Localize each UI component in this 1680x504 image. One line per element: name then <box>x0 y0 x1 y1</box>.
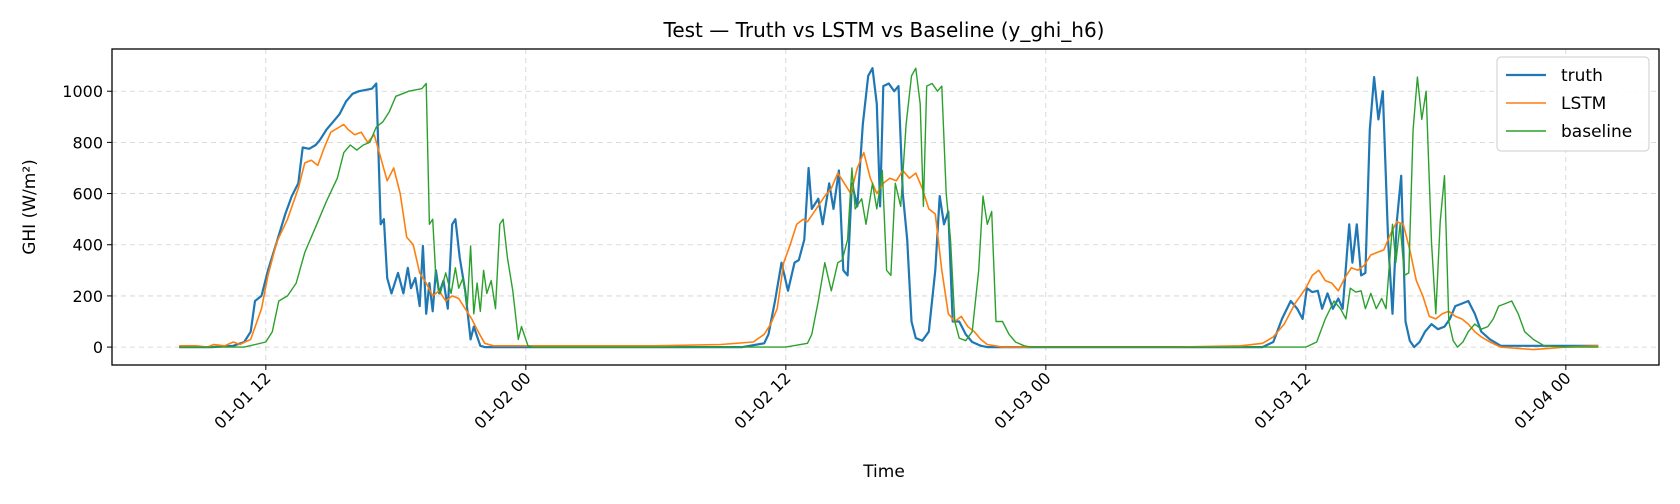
y-tick-label: 800 <box>72 133 103 152</box>
legend-label-lstm: LSTM <box>1561 94 1606 114</box>
legend-label-truth: truth <box>1561 66 1603 86</box>
x-tick-label: 01-04 00 <box>1510 368 1574 432</box>
x-axis-label: Time <box>862 462 905 482</box>
legend-label-baseline: baseline <box>1561 122 1632 142</box>
x-tick-label: 01-02 00 <box>470 368 534 432</box>
legend-frame <box>1496 56 1650 152</box>
chart-title: Test — Truth vs LSTM vs Baseline (y_ghi_… <box>663 18 1105 42</box>
x-tick-label: 01-02 12 <box>730 368 794 432</box>
series-line-lstm <box>179 123 1599 351</box>
legend-items: truth LSTM baseline <box>1506 66 1632 142</box>
y-tick-label: 200 <box>72 287 103 306</box>
y-tick-label: 0 <box>93 338 103 357</box>
x-tick-label: 01-03 00 <box>990 368 1054 432</box>
plot-frame <box>111 48 1660 366</box>
y-axis-label: GHI (W/m²) <box>20 159 40 255</box>
y-tick-label: 400 <box>72 236 103 255</box>
x-axis-ticks: 01-01 12 01-02 00 01-02 12 01-03 00 01-03 12… <box>210 365 1575 433</box>
series-line-truth <box>179 67 1599 349</box>
series-lines <box>179 67 1599 351</box>
series-line-baseline <box>179 67 1599 348</box>
x-tick-label: 01-01 12 <box>210 368 274 432</box>
y-tick-label: 1000 <box>62 82 103 101</box>
legend: truth LSTM baseline <box>1496 56 1650 152</box>
y-axis-ticks: 0 200 400 600 800 1000 <box>62 82 112 357</box>
y-tick-label: 600 <box>72 185 103 204</box>
x-tick-label: 01-03 12 <box>1250 368 1314 432</box>
